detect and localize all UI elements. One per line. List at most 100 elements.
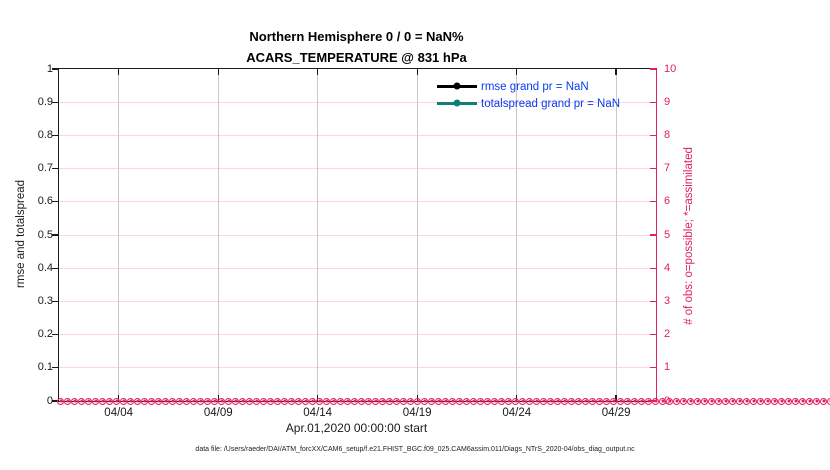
- obs-possible-assimilated-marker: [386, 397, 393, 405]
- obs-possible-assimilated-marker: [127, 397, 134, 405]
- obs-possible-assimilated-marker: [435, 397, 442, 405]
- obs-possible-assimilated-marker: [358, 397, 365, 405]
- y-axis-left-tick: [52, 101, 58, 103]
- obs-possible-assimilated-marker: [239, 397, 246, 405]
- obs-possible-assimilated-marker: [687, 397, 694, 405]
- legend: rmse grand pr = NaN totalspread grand pr…: [437, 78, 620, 112]
- obs-possible-assimilated-marker: [659, 397, 666, 405]
- y-axis-right-tick: [650, 234, 656, 236]
- y-axis-right-tick: [650, 267, 656, 269]
- y-axis-left-tick-label: 0.1: [37, 361, 53, 374]
- plot-area: rmse grand pr = NaN totalspread grand pr…: [38, 63, 830, 419]
- chart-title-block: Northern Hemisphere 0 / 0 = NaN% ACARS_T…: [58, 26, 655, 68]
- v-gridline: [615, 69, 617, 401]
- x-axis-tick-label: 04/09: [203, 407, 233, 419]
- h-gridline: [59, 367, 656, 369]
- obs-possible-assimilated-marker: [743, 397, 750, 405]
- h-gridline: [59, 101, 656, 103]
- obs-possible-assimilated-marker: [645, 397, 652, 405]
- obs-possible-assimilated-marker: [99, 397, 106, 405]
- y-axis-left-tick-label: 0.3: [37, 294, 53, 307]
- obs-possible-assimilated-marker: [379, 397, 386, 405]
- obs-possible-assimilated-marker: [477, 397, 484, 405]
- obs-possible-assimilated-marker: [246, 397, 253, 405]
- obs-possible-assimilated-marker: [631, 397, 638, 405]
- obs-possible-assimilated-marker: [813, 397, 820, 405]
- obs-possible-assimilated-marker: [323, 397, 330, 405]
- obs-possible-assimilated-marker: [407, 397, 414, 405]
- obs-possible-assimilated-marker: [771, 397, 778, 405]
- x-axis-tick-label: 04/29: [601, 407, 631, 419]
- obs-possible-assimilated-marker: [449, 397, 456, 405]
- obs-possible-assimilated-marker: [603, 397, 610, 405]
- y-axis-left-tick: [52, 300, 58, 303]
- obs-possible-assimilated-marker: [596, 397, 603, 405]
- obs-possible-assimilated-marker: [232, 397, 239, 405]
- obs-possible-assimilated-marker: [533, 397, 540, 405]
- obs-possible-assimilated-marker: [582, 397, 589, 405]
- obs-possible-assimilated-marker: [540, 397, 547, 405]
- obs-possible-assimilated-marker: [141, 397, 148, 405]
- obs-possible-assimilated-marker: [673, 397, 680, 405]
- obs-possible-assimilated-marker: [351, 397, 358, 405]
- y-axis-left-tick-label: 0.4: [37, 261, 53, 274]
- y-axis-left-tick-label: 0.8: [37, 128, 53, 141]
- obs-possible-assimilated-marker: [470, 397, 477, 405]
- obs-possible-assimilated-marker: [547, 397, 554, 405]
- obs-possible-assimilated-marker: [281, 397, 288, 405]
- x-axis-top-tick: [217, 69, 219, 75]
- obs-possible-assimilated-marker: [155, 397, 162, 405]
- y-axis-right-tick-label: 4: [664, 261, 671, 274]
- h-gridline: [59, 168, 656, 170]
- obs-possible-assimilated-marker: [113, 397, 120, 405]
- obs-possible-assimilated-marker: [589, 397, 596, 405]
- obs-possible-assimilated-marker: [484, 397, 491, 405]
- obs-possible-assimilated-marker: [750, 397, 757, 405]
- y-axis-right-tick-label: 8: [664, 128, 671, 141]
- y-axis-right-tick: [650, 68, 656, 70]
- y-axis-left-tick: [52, 167, 58, 170]
- v-gridline: [416, 69, 418, 401]
- legend-item-rmse: rmse grand pr = NaN: [437, 78, 620, 95]
- y-axis-left-tick-label: 0.9: [37, 95, 53, 108]
- obs-possible-assimilated-marker: [218, 397, 225, 405]
- obs-possible-assimilated-marker: [512, 397, 519, 405]
- y-axis-right-tick: [650, 367, 656, 369]
- obs-possible-assimilated-marker: [428, 397, 435, 405]
- obs-possible-assimilated-marker: [316, 397, 323, 405]
- y-axis-left-tick: [52, 68, 58, 70]
- obs-possible-assimilated-marker: [330, 397, 337, 405]
- y-axis-right-tick-label: 3: [664, 294, 671, 307]
- obs-possible-assimilated-marker: [64, 397, 71, 405]
- totalspread-line-sample: [437, 99, 477, 107]
- y-axis-left-tick-label: 0.6: [37, 195, 53, 208]
- rmse-line-sample: [437, 82, 477, 90]
- x-axis-top-tick: [416, 69, 418, 75]
- y-axis-right-tick: [650, 300, 656, 303]
- obs-possible-assimilated-marker: [638, 397, 645, 405]
- y-axis-left-tick: [52, 201, 58, 203]
- y-axis-left-tick: [52, 367, 58, 369]
- obs-possible-assimilated-marker: [400, 397, 407, 405]
- obs-possible-assimilated-marker: [715, 397, 722, 405]
- x-axis-top-tick: [615, 69, 617, 75]
- chart-subtitle: ACARS_TEMPERATURE @ 831 hPa: [246, 50, 467, 65]
- obs-possible-assimilated-marker: [393, 397, 400, 405]
- obs-possible-assimilated-marker: [176, 397, 183, 405]
- y-axis-left-tick: [52, 234, 58, 236]
- y-axis-right-tick-label: 5: [664, 228, 671, 241]
- x-axis-title: Apr.01,2020 00:00:00 start: [285, 421, 428, 435]
- obs-possible-assimilated-marker: [694, 397, 701, 405]
- x-axis-tick-label: 04/14: [303, 407, 333, 419]
- h-gridline: [59, 201, 656, 203]
- y-axis-right-tick: [650, 101, 656, 103]
- obs-possible-assimilated-marker: [519, 397, 526, 405]
- h-gridline: [59, 234, 656, 236]
- obs-possible-assimilated-marker: [92, 397, 99, 405]
- y-axis-right-tick: [650, 333, 656, 336]
- obs-possible-assimilated-marker: [666, 397, 673, 405]
- legend-label-rmse: rmse grand pr = NaN: [481, 80, 589, 93]
- obs-possible-assimilated-marker: [617, 397, 624, 405]
- legend-label-totalspread: totalspread grand pr = NaN: [481, 97, 621, 110]
- y-axis-left-tick-label: 0.2: [37, 328, 53, 341]
